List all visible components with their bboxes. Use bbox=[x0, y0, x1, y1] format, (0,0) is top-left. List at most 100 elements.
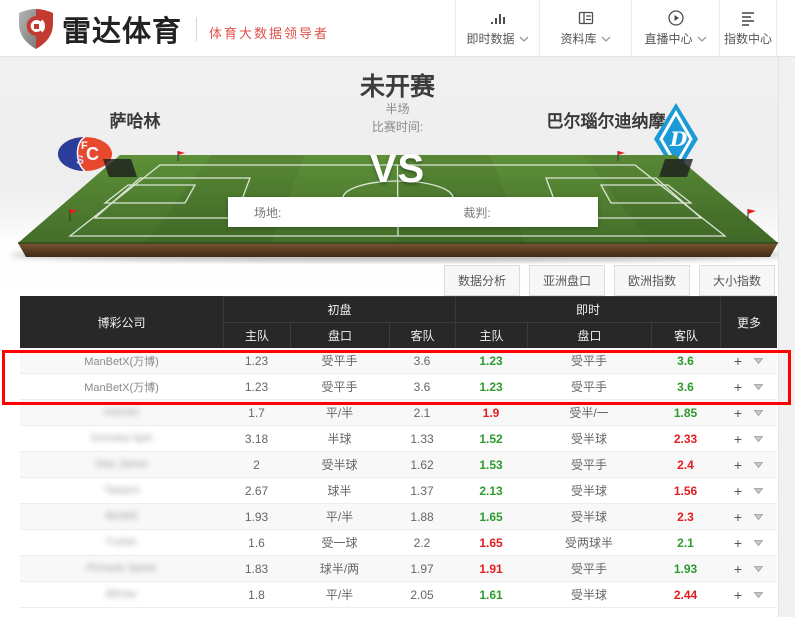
data-analysis-button[interactable]: 数据分析 bbox=[443, 265, 520, 296]
expand-caret-icon[interactable] bbox=[754, 513, 764, 520]
nav-item-live-center[interactable]: 直播中心 bbox=[631, 0, 719, 56]
header-company: 博彩公司 bbox=[97, 315, 146, 330]
init-away-cell: 3.6 bbox=[413, 353, 431, 368]
european-odds-button[interactable]: 欧洲指数 bbox=[613, 265, 690, 296]
live-handicap-cell: 受半球 bbox=[570, 510, 607, 524]
live-away-cell: 2.4 bbox=[677, 457, 694, 472]
odds-table-body: ManBetX(万博) 1.23 受平手 3.6 1.23 受平手 3.6 + … bbox=[20, 348, 777, 608]
init-handicap-cell: 受平手 bbox=[321, 380, 358, 394]
init-home-cell: 3.18 bbox=[244, 431, 269, 446]
match-status: 未开赛 bbox=[359, 73, 435, 101]
brand-tagline: 体育大数据领导者 bbox=[209, 25, 330, 41]
goal-right bbox=[659, 159, 693, 177]
live-home-cell: 1.23 bbox=[479, 353, 503, 368]
init-home-cell: 2.67 bbox=[244, 483, 269, 498]
init-handicap-cell: 球半 bbox=[327, 484, 352, 498]
init-home-cell: 2 bbox=[253, 457, 260, 472]
expand-plus-button[interactable]: + bbox=[733, 431, 743, 446]
odds-table-row: Bet365 1.93 平/半 1.88 1.65 受半球 2.3 + bbox=[20, 504, 777, 530]
svg-text:F: F bbox=[81, 140, 88, 152]
expand-caret-icon[interactable] bbox=[754, 487, 764, 494]
nav-item-live-data[interactable]: 即时数据 bbox=[455, 0, 539, 56]
live-away-cell: 2.1 bbox=[677, 535, 694, 550]
live-home-cell: 1.61 bbox=[479, 587, 503, 602]
live-away-cell: 1.56 bbox=[673, 483, 698, 498]
expand-caret-icon[interactable] bbox=[754, 565, 764, 572]
live-away-cell: 2.33 bbox=[673, 431, 698, 446]
company-cell: Tipsport bbox=[103, 485, 140, 496]
expand-caret-icon[interactable] bbox=[754, 539, 764, 546]
nav-label: 即时数据 bbox=[466, 32, 515, 46]
company-cell: Stan James bbox=[95, 459, 148, 470]
init-away-cell: 1.62 bbox=[410, 457, 434, 472]
asian-handicap-button[interactable]: 亚洲盘口 bbox=[528, 265, 605, 296]
expand-plus-button[interactable]: + bbox=[733, 587, 743, 602]
odds-table-row: Forbet 1.6 受一球 2.2 1.65 受两球半 2.1 + bbox=[20, 530, 777, 556]
odds-table-row: Svenska Spel 3.18 半球 1.33 1.52 受半球 2.33 … bbox=[20, 426, 777, 452]
over-under-button[interactable]: 大小指数 bbox=[698, 265, 775, 296]
chevron-down-icon bbox=[601, 36, 610, 42]
live-handicap-cell: 受平手 bbox=[570, 458, 607, 472]
init-away-cell: 1.88 bbox=[410, 509, 434, 524]
index-lines-icon bbox=[742, 12, 754, 26]
live-handicap-cell: 受平手 bbox=[570, 380, 607, 394]
more-cell: + bbox=[720, 458, 777, 472]
odds-table-row: Bilmax 1.8 平/半 2.05 1.61 受半球 2.44 + bbox=[20, 582, 777, 608]
init-home-cell: 1.7 bbox=[248, 405, 265, 420]
live-home-cell: 2.13 bbox=[479, 483, 503, 498]
expand-caret-icon[interactable] bbox=[754, 409, 764, 416]
init-handicap-cell: 受一球 bbox=[321, 536, 358, 550]
live-away-cell: 2.3 bbox=[677, 509, 694, 524]
chevron-down-icon bbox=[697, 36, 706, 42]
nav-item-index-center[interactable]: 指数中心 bbox=[719, 0, 777, 56]
away-team-name: 巴尔瑙尔迪纳摩 bbox=[546, 112, 666, 131]
init-handicap-cell: 平/半 bbox=[325, 588, 354, 602]
live-away-cell: 1.93 bbox=[673, 561, 698, 576]
company-cell: Bilmax bbox=[106, 589, 137, 600]
expand-plus-button[interactable]: + bbox=[733, 405, 743, 420]
header-live-handicap: 盘口 bbox=[527, 322, 651, 348]
init-handicap-cell: 平/半 bbox=[325, 406, 354, 420]
live-handicap-cell: 受半/一 bbox=[569, 406, 609, 420]
header-live-group: 即时 bbox=[455, 296, 720, 322]
match-time-label: 比赛时间: bbox=[371, 120, 424, 134]
more-cell: + bbox=[720, 484, 777, 498]
more-cell: + bbox=[720, 536, 777, 550]
init-home-cell: 1.83 bbox=[244, 561, 269, 576]
live-home-cell: 1.23 bbox=[479, 379, 503, 394]
top-header: 雷达体育 体育大数据领导者 即时数据 bbox=[0, 0, 795, 57]
init-home-cell: 1.23 bbox=[244, 379, 269, 394]
expand-plus-button[interactable]: + bbox=[733, 353, 743, 368]
expand-plus-button[interactable]: + bbox=[733, 457, 743, 472]
init-handicap-cell: 半球 bbox=[327, 432, 352, 446]
bar-chart-icon bbox=[490, 14, 505, 24]
expand-plus-button[interactable]: + bbox=[733, 509, 743, 524]
expand-caret-icon[interactable] bbox=[754, 591, 764, 598]
company-cell: Bet365 bbox=[105, 511, 138, 522]
live-home-cell: 1.65 bbox=[479, 509, 503, 524]
svg-text:D: D bbox=[669, 127, 688, 151]
nav-item-library[interactable]: 资料库 bbox=[539, 0, 631, 56]
expand-caret-icon[interactable] bbox=[754, 357, 764, 364]
expand-plus-button[interactable]: + bbox=[733, 535, 743, 550]
expand-plus-button[interactable]: + bbox=[733, 561, 743, 576]
expand-caret-icon[interactable] bbox=[754, 461, 764, 468]
expand-caret-icon[interactable] bbox=[754, 383, 764, 390]
odds-table-row: Pinnacle Sports 1.83 球半/两 1.97 1.91 受平手 … bbox=[20, 556, 777, 582]
live-home-cell: 1.9 bbox=[482, 405, 500, 420]
more-cell: + bbox=[720, 588, 777, 602]
live-home-cell: 1.65 bbox=[479, 535, 503, 550]
expand-caret-icon[interactable] bbox=[754, 435, 764, 442]
svg-text:C: C bbox=[86, 144, 99, 164]
expand-plus-button[interactable]: + bbox=[733, 483, 743, 498]
header-more: 更多 bbox=[720, 296, 777, 348]
match-period: 半场 bbox=[385, 102, 410, 116]
init-handicap-cell: 球半/两 bbox=[319, 562, 360, 576]
init-away-cell: 2.2 bbox=[413, 535, 431, 550]
brand[interactable]: 雷达体育 体育大数据领导者 bbox=[16, 7, 329, 51]
company-cell: Svenska Spel bbox=[90, 433, 153, 444]
expand-plus-button[interactable]: + bbox=[733, 379, 743, 394]
live-handicap-cell: 受半球 bbox=[570, 484, 607, 498]
scrollbar[interactable] bbox=[778, 57, 795, 617]
nav-label: 资料库 bbox=[560, 32, 597, 46]
